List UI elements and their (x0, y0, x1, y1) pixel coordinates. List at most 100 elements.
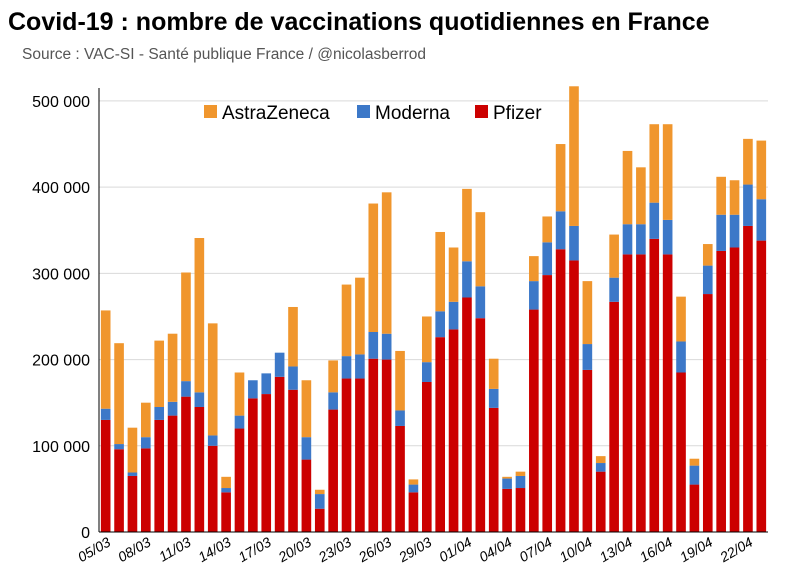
bar-pfizer-23-03 (341, 378, 352, 532)
bar-astrazeneca-23-03 (341, 284, 352, 357)
bar-pfizer-04-04 (502, 488, 512, 532)
bar-pfizer-17-04 (676, 372, 686, 532)
bar-pfizer-26-03 (381, 359, 392, 532)
bar-pfizer-23-04 (756, 240, 767, 532)
bar-moderna-26-03 (381, 333, 392, 360)
bar-pfizer-13-04 (622, 254, 633, 532)
bars (100, 86, 767, 532)
bar-moderna-09-04 (569, 225, 579, 261)
bar-astrazeneca-27-03 (395, 350, 405, 411)
bar-moderna-15-04 (649, 202, 660, 239)
bar-pfizer-16-03 (248, 398, 258, 532)
bar-moderna-27-03 (395, 410, 405, 426)
bar-pfizer-10-03 (167, 415, 178, 532)
bar-moderna-09-03 (154, 406, 165, 420)
bar-astrazeneca-01-04 (462, 188, 472, 262)
bar-pfizer-07-03 (127, 475, 138, 532)
bar-pfizer-22-04 (743, 225, 753, 532)
bar-astrazeneca-11-04 (595, 456, 606, 464)
bar-astrazeneca-09-03 (154, 340, 165, 407)
bar-moderna-23-03 (341, 356, 352, 379)
bar-astrazeneca-20-04 (716, 176, 726, 215)
bar-astrazeneca-04-04 (502, 476, 512, 479)
bar-pfizer-14-04 (636, 254, 646, 532)
bar-moderna-12-04 (609, 277, 619, 302)
bar-moderna-01-04 (462, 261, 472, 298)
bar-astrazeneca-06-04 (529, 256, 539, 282)
bar-moderna-13-03 (207, 435, 218, 446)
bar-moderna-17-03 (261, 373, 272, 395)
bar-moderna-05-04 (515, 475, 526, 489)
bar-moderna-24-03 (355, 354, 365, 379)
chart-subtitle: Source : VAC-SI - Santé publique France … (22, 46, 427, 63)
bar-pfizer-19-04 (702, 294, 713, 532)
bar-astrazeneca-05-04 (515, 471, 526, 476)
bar-pfizer-09-03 (154, 419, 165, 532)
bar-astrazeneca-07-04 (542, 216, 553, 243)
bar-pfizer-20-03 (301, 459, 312, 532)
bar-moderna-18-04 (689, 465, 700, 485)
bar-moderna-21-04 (729, 214, 740, 248)
bar-pfizer-11-04 (595, 471, 606, 532)
x-tick-label: 04/04 (476, 534, 515, 565)
bar-pfizer-09-04 (569, 260, 579, 532)
bar-pfizer-31-03 (448, 329, 459, 532)
bar-moderna-20-04 (716, 214, 726, 251)
bar-moderna-21-03 (314, 494, 325, 509)
legend-item-astrazeneca: AstraZeneca (204, 103, 330, 124)
x-tick-label: 13/04 (597, 534, 636, 565)
bar-moderna-16-04 (662, 219, 673, 255)
x-tick-label: 29/03 (395, 534, 434, 566)
bar-pfizer-21-03 (314, 508, 325, 532)
bar-moderna-06-04 (529, 281, 539, 310)
bar-astrazeneca-19-04 (702, 244, 713, 266)
bar-astrazeneca-09-04 (569, 86, 579, 226)
bar-astrazeneca-23-04 (756, 140, 767, 200)
bar-moderna-13-04 (622, 224, 633, 255)
bar-pfizer-16-04 (662, 254, 673, 532)
bar-moderna-02-04 (475, 286, 486, 319)
bar-astrazeneca-20-03 (301, 380, 312, 438)
bar-moderna-08-04 (555, 211, 566, 250)
bar-astrazeneca-17-04 (676, 296, 686, 342)
bar-moderna-10-04 (582, 344, 593, 370)
bar-astrazeneca-19-03 (288, 306, 298, 367)
bar-astrazeneca-14-03 (221, 476, 231, 489)
bar-moderna-30-03 (435, 311, 445, 338)
x-tick-label: 08/03 (115, 534, 154, 565)
x-tick-label: 10/04 (557, 534, 596, 565)
y-tick-label: 200 000 (32, 353, 90, 370)
bar-pfizer-30-03 (435, 337, 445, 532)
bar-astrazeneca-06-03 (114, 343, 124, 445)
bar-pfizer-21-04 (729, 247, 740, 532)
bar-astrazeneca-31-03 (448, 247, 459, 302)
bar-astrazeneca-15-03 (234, 372, 245, 416)
legend-swatch-moderna (357, 105, 370, 118)
bar-astrazeneca-05-03 (100, 310, 111, 409)
bar-astrazeneca-02-04 (475, 212, 486, 287)
x-tick-label: 16/04 (637, 534, 676, 565)
y-tick-label: 0 (81, 525, 90, 542)
bar-pfizer-12-04 (609, 301, 619, 532)
bar-moderna-25-03 (368, 331, 379, 359)
bar-moderna-16-03 (248, 380, 258, 399)
bar-moderna-15-03 (234, 415, 245, 429)
bar-astrazeneca-08-04 (555, 144, 566, 212)
bar-pfizer-14-03 (221, 492, 231, 532)
bar-astrazeneca-08-03 (141, 402, 151, 438)
x-tick-label: 01/04 (436, 534, 475, 565)
bar-pfizer-08-04 (555, 249, 566, 532)
bar-moderna-07-04 (542, 242, 553, 276)
legend-label-astrazeneca: AstraZeneca (222, 103, 330, 124)
axes (98, 88, 768, 533)
x-tick-labels: 05/03 08/03 11/03 14/03 17/03 20/03 23/03 26/03… (75, 534, 756, 566)
bar-moderna-17-04 (676, 341, 686, 373)
bar-moderna-14-04 (636, 224, 646, 255)
bar-moderna-19-04 (702, 265, 713, 295)
bar-moderna-23-04 (756, 199, 767, 241)
bar-pfizer-05-03 (100, 419, 111, 532)
legend: AstraZeneca Moderna Pfizer (204, 103, 542, 124)
bar-astrazeneca-12-03 (194, 238, 205, 393)
bar-moderna-11-04 (595, 463, 606, 472)
